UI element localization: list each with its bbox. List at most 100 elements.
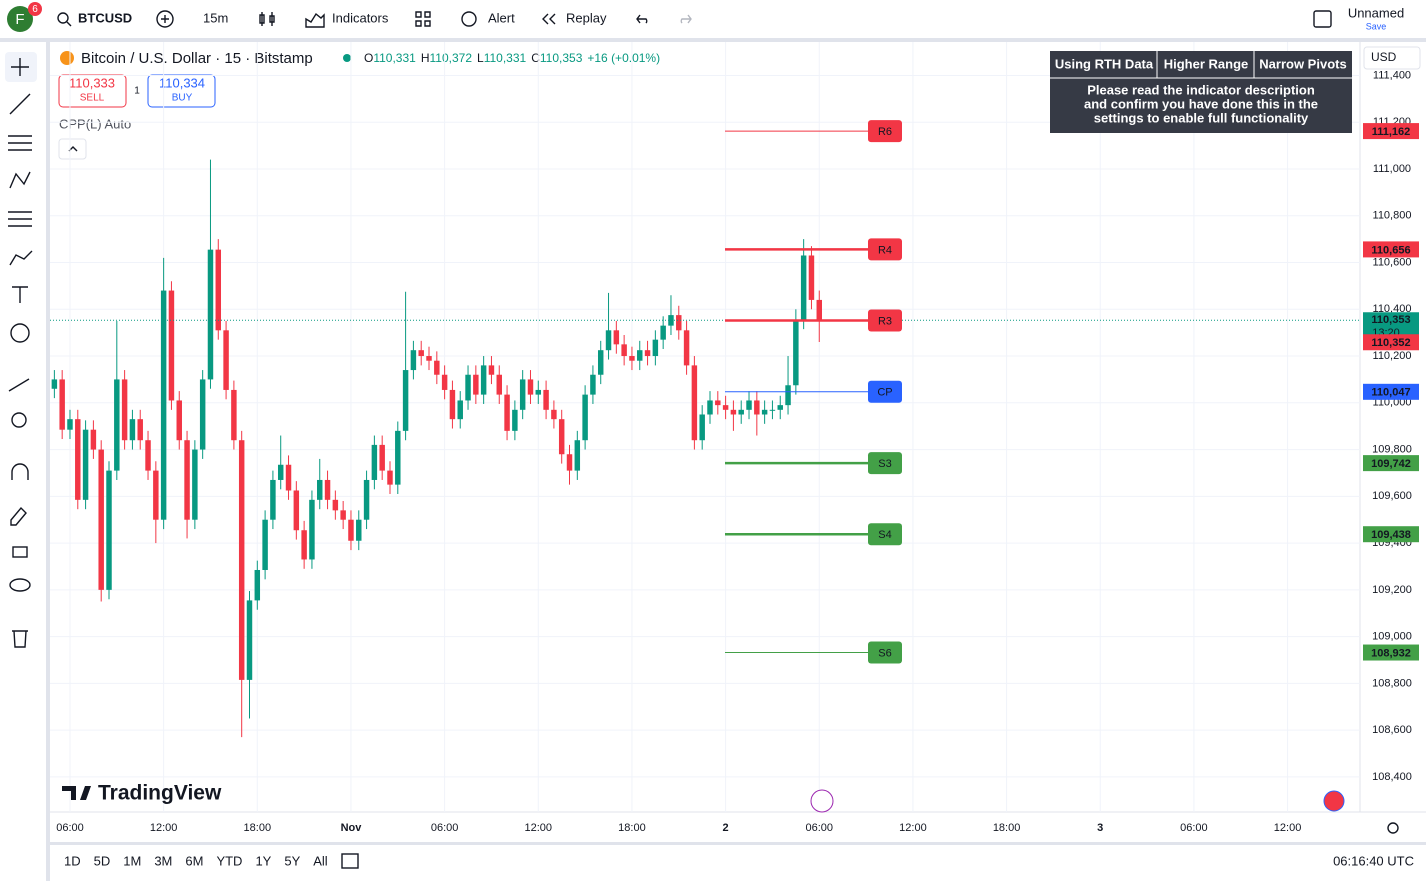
layout-name[interactable]: Unnamed bbox=[1348, 5, 1404, 20]
candle-body bbox=[722, 405, 729, 410]
panel-notice: and confirm you have done this in the bbox=[1084, 96, 1318, 111]
x-tick-label: 06:00 bbox=[56, 822, 84, 834]
candle-body bbox=[605, 330, 612, 351]
indicator-panel: Using RTH Data Higher Range Narrow Pivot… bbox=[1050, 51, 1352, 133]
candle-body bbox=[566, 454, 573, 471]
economic-events[interactable] bbox=[1323, 790, 1345, 812]
candle-body bbox=[348, 519, 354, 541]
x-tick-label: 06:00 bbox=[431, 822, 459, 834]
goto-date[interactable] bbox=[341, 853, 359, 869]
candle-body bbox=[215, 249, 222, 331]
pivot-tag bbox=[868, 452, 902, 475]
zoom-tool[interactable] bbox=[11, 412, 27, 428]
settings-icon[interactable] bbox=[1387, 822, 1399, 834]
candle-body bbox=[137, 419, 143, 441]
candle-body bbox=[309, 499, 315, 560]
collapse-legend[interactable] bbox=[58, 138, 87, 160]
candle-body bbox=[129, 419, 136, 441]
candle-body bbox=[738, 409, 744, 415]
save-button[interactable]: Save bbox=[1366, 21, 1387, 31]
range-button[interactable]: 1Y bbox=[255, 853, 271, 868]
symbol[interactable]: BTCUSD bbox=[78, 10, 132, 25]
range-button[interactable]: YTD bbox=[216, 853, 242, 868]
btc-icon bbox=[60, 51, 74, 65]
y-tick-label: 109,800 bbox=[1372, 443, 1412, 455]
delete-tool[interactable] bbox=[12, 630, 28, 648]
candle-body bbox=[332, 499, 339, 511]
avatar[interactable] bbox=[7, 6, 33, 32]
candle-body bbox=[480, 365, 487, 395]
candle-body bbox=[597, 350, 604, 375]
crosshair-tool[interactable] bbox=[11, 58, 29, 76]
range-button[interactable]: 3M bbox=[154, 853, 172, 868]
replay-icon bbox=[542, 13, 556, 25]
candle-body bbox=[551, 409, 557, 420]
candle-body bbox=[371, 444, 378, 480]
redo[interactable] bbox=[680, 14, 692, 24]
measure-tool[interactable] bbox=[8, 378, 30, 392]
pivot-axis-tag bbox=[1363, 383, 1419, 400]
candle-body bbox=[512, 409, 518, 431]
candle-body bbox=[504, 394, 510, 431]
visibility-tool[interactable] bbox=[9, 578, 31, 592]
lock-tool[interactable] bbox=[12, 546, 28, 558]
emoji-tool[interactable] bbox=[10, 323, 30, 343]
currency-selector[interactable] bbox=[1363, 46, 1421, 70]
candle-body bbox=[691, 365, 698, 441]
add-symbol[interactable] bbox=[156, 10, 174, 28]
y-tick-label: 109,200 bbox=[1372, 584, 1412, 596]
quantity: 1 bbox=[134, 86, 140, 97]
projection-tool[interactable] bbox=[8, 211, 32, 227]
range-button[interactable]: 5Y bbox=[284, 853, 300, 868]
events-icon[interactable] bbox=[810, 789, 834, 813]
text-tool[interactable] bbox=[12, 286, 28, 303]
candle-body bbox=[730, 409, 737, 415]
pivot-axis-label: 110,352 bbox=[1371, 337, 1410, 349]
fib-tool[interactable] bbox=[8, 135, 32, 151]
replay-button[interactable]: Replay bbox=[566, 10, 607, 25]
pivot-axis-tag bbox=[1363, 455, 1419, 472]
range-button[interactable]: 1M bbox=[123, 853, 141, 868]
layout-icon bbox=[1313, 10, 1332, 28]
range-button[interactable]: 1D bbox=[64, 853, 81, 868]
left-toolbar bbox=[0, 42, 46, 881]
undo[interactable] bbox=[636, 14, 648, 24]
candle-body bbox=[621, 344, 627, 357]
chart-type[interactable] bbox=[259, 12, 275, 26]
layouts[interactable] bbox=[415, 11, 431, 27]
candle-body bbox=[324, 479, 331, 500]
alert-icon bbox=[461, 11, 477, 27]
pivot-name: R3 bbox=[878, 315, 892, 327]
panel-button[interactable]: Narrow Pivots bbox=[1259, 56, 1346, 71]
candle-body bbox=[301, 530, 307, 560]
y-tick-label: 108,400 bbox=[1372, 771, 1412, 783]
search-icon bbox=[66, 21, 72, 27]
y-tick-label: 110,800 bbox=[1373, 210, 1412, 222]
candle-body bbox=[434, 360, 440, 375]
trendline-tool[interactable] bbox=[9, 93, 31, 115]
candle-body bbox=[246, 600, 253, 680]
range-button[interactable]: 5D bbox=[94, 853, 111, 868]
candle-body bbox=[153, 470, 159, 520]
alert-button[interactable]: Alert bbox=[488, 10, 515, 25]
x-tick-label: 12:00 bbox=[1274, 822, 1302, 834]
pivot-name: S3 bbox=[878, 458, 891, 470]
panel-button[interactable]: Using RTH Data bbox=[1055, 56, 1154, 71]
candle-body bbox=[473, 374, 479, 395]
pivot-tag bbox=[868, 380, 902, 403]
pivot-axis-tag bbox=[1363, 644, 1419, 661]
range-button[interactable]: All bbox=[313, 853, 328, 868]
pattern-tool[interactable] bbox=[9, 171, 31, 189]
candle-body bbox=[644, 350, 651, 357]
indicators-button[interactable]: Indicators bbox=[332, 10, 389, 25]
range-button[interactable]: 6M bbox=[185, 853, 203, 868]
ohlc-label: L bbox=[477, 51, 484, 65]
x-tick-label: 18:00 bbox=[244, 822, 272, 834]
brush-tool[interactable] bbox=[9, 250, 33, 266]
pivot-name: R4 bbox=[878, 244, 892, 256]
interval[interactable]: 15m bbox=[203, 10, 228, 25]
magnet-tool[interactable] bbox=[11, 463, 29, 480]
lock-drawing[interactable] bbox=[10, 506, 27, 526]
panel-button[interactable]: Higher Range bbox=[1164, 56, 1249, 71]
